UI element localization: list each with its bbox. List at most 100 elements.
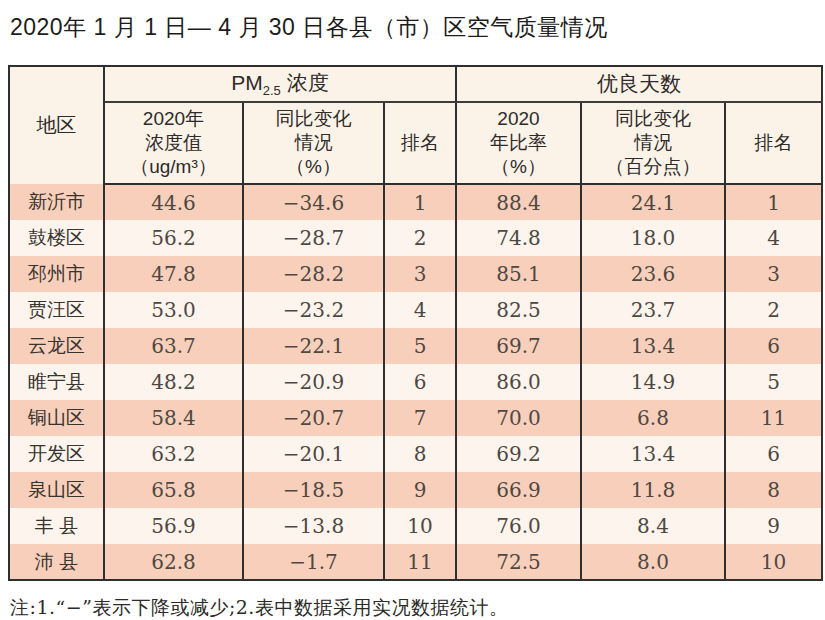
cell-ratio-change: 23.6 [581, 256, 725, 292]
cell-pm25-value: 48.2 [104, 364, 243, 400]
cell-pm25-change: −23.2 [243, 292, 384, 328]
cell-pm25-change: −13.8 [243, 508, 384, 544]
table-row: 睢宁县 48.2 −20.9 6 86.0 14.9 5 [9, 364, 822, 400]
cell-ratio-change: 23.7 [581, 292, 725, 328]
cell-region: 铜山区 [9, 400, 104, 436]
cell-pm25-rank: 2 [384, 220, 456, 256]
cell-pm25-change: −22.1 [243, 328, 384, 364]
cell-pm25-rank: 11 [384, 544, 456, 580]
cell-ratio-rank: 6 [725, 328, 822, 364]
table-row: 泉山区 65.8 −18.5 9 66.9 11.8 8 [9, 472, 822, 508]
cell-ratio-change: 13.4 [581, 328, 725, 364]
footnote: 注:1.“−”表示下降或减少;2.表中数据采用实况数据统计。 [8, 595, 819, 620]
cell-pm25-change: −18.5 [243, 472, 384, 508]
page-title: 2020年 1 月 1 日— 4 月 30 日各县（市）区空气质量情况 [8, 8, 819, 45]
cell-ratio: 88.4 [456, 184, 581, 220]
header-line: 2020年 [105, 107, 242, 131]
cell-ratio: 86.0 [456, 364, 581, 400]
cell-pm25-value: 44.6 [104, 184, 243, 220]
cell-ratio: 70.0 [456, 400, 581, 436]
cell-ratio-change: 11.8 [581, 472, 725, 508]
cell-pm25-rank: 8 [384, 436, 456, 472]
pm25-suffix: 浓度 [281, 71, 329, 94]
table-row: 铜山区 58.4 −20.7 7 70.0 6.8 11 [9, 400, 822, 436]
header-line: 年比率 [457, 131, 580, 155]
cell-region: 泉山区 [9, 472, 104, 508]
cell-region: 新沂市 [9, 184, 104, 220]
cell-region: 鼓楼区 [9, 220, 104, 256]
cell-pm25-rank: 7 [384, 400, 456, 436]
header-pm25-value: 2020年 浓度值 （ug/m³） [104, 102, 243, 184]
header-line: （ug/m³） [105, 155, 242, 179]
cell-ratio: 82.5 [456, 292, 581, 328]
cell-pm25-change: −20.7 [243, 400, 384, 436]
cell-ratio-change: 8.0 [581, 544, 725, 580]
cell-pm25-rank: 5 [384, 328, 456, 364]
cell-pm25-value: 56.9 [104, 508, 243, 544]
sub-header-row: 2020年 浓度值 （ug/m³） 同比变化 情况 （%） 排名 2020 年比… [9, 102, 822, 184]
pm25-prefix: PM [231, 71, 263, 94]
cell-pm25-change: −20.1 [243, 436, 384, 472]
cell-ratio-rank: 2 [725, 292, 822, 328]
cell-ratio-change: 24.1 [581, 184, 725, 220]
cell-ratio-rank: 3 [725, 256, 822, 292]
cell-ratio-rank: 6 [725, 436, 822, 472]
cell-pm25-change: −1.7 [243, 544, 384, 580]
cell-ratio: 85.1 [456, 256, 581, 292]
table-row: 丰 县 56.9 −13.8 10 76.0 8.4 9 [9, 508, 822, 544]
table-row: 鼓楼区 56.2 −28.7 2 74.8 18.0 4 [9, 220, 822, 256]
header-ratio-rank: 排名 [725, 102, 822, 184]
cell-pm25-change: −20.9 [243, 364, 384, 400]
header-line: （百分点） [582, 155, 724, 179]
cell-ratio-change: 8.4 [581, 508, 725, 544]
group-header-row: 地区 PM2.5 浓度 优良天数 [9, 66, 822, 102]
table-body: 新沂市 44.6 −34.6 1 88.4 24.1 1 鼓楼区 56.2 −2… [9, 184, 822, 580]
cell-region: 开发区 [9, 436, 104, 472]
cell-pm25-value: 65.8 [104, 472, 243, 508]
header-line: 2020 [457, 107, 580, 131]
cell-pm25-rank: 9 [384, 472, 456, 508]
cell-ratio-rank: 1 [725, 184, 822, 220]
header-line: （%） [244, 155, 383, 179]
header-line: 情况 [244, 131, 383, 155]
cell-ratio: 74.8 [456, 220, 581, 256]
table-row: 沛 县 62.8 −1.7 11 72.5 8.0 10 [9, 544, 822, 580]
table-header: 地区 PM2.5 浓度 优良天数 2020年 浓度值 （ug/m³） 同比变化 … [9, 66, 822, 184]
table-row: 新沂市 44.6 −34.6 1 88.4 24.1 1 [9, 184, 822, 220]
header-line: 同比变化 [582, 107, 724, 131]
header-region: 地区 [9, 66, 104, 184]
cell-ratio-rank: 5 [725, 364, 822, 400]
cell-pm25-rank: 10 [384, 508, 456, 544]
cell-region: 云龙区 [9, 328, 104, 364]
article-page: 2020年 1 月 1 日— 4 月 30 日各县（市）区空气质量情况 地区 P… [0, 0, 825, 620]
cell-region: 贾汪区 [9, 292, 104, 328]
cell-ratio: 69.7 [456, 328, 581, 364]
pm25-subscript: 2.5 [263, 84, 281, 99]
cell-pm25-rank: 4 [384, 292, 456, 328]
cell-ratio-rank: 9 [725, 508, 822, 544]
cell-pm25-rank: 6 [384, 364, 456, 400]
header-pm25-rank: 排名 [384, 102, 456, 184]
cell-ratio-change: 14.9 [581, 364, 725, 400]
cell-pm25-value: 63.2 [104, 436, 243, 472]
header-good-days-group: 优良天数 [456, 66, 822, 102]
header-line: 浓度值 [105, 131, 242, 155]
cell-ratio-rank: 4 [725, 220, 822, 256]
header-pm25-change: 同比变化 情况 （%） [243, 102, 384, 184]
cell-ratio-rank: 10 [725, 544, 822, 580]
cell-pm25-value: 47.8 [104, 256, 243, 292]
cell-region: 邳州市 [9, 256, 104, 292]
cell-ratio-rank: 8 [725, 472, 822, 508]
header-line: （%） [457, 155, 580, 179]
cell-pm25-change: −28.7 [243, 220, 384, 256]
cell-region: 沛 县 [9, 544, 104, 580]
table-row: 云龙区 63.7 −22.1 5 69.7 13.4 6 [9, 328, 822, 364]
header-ratio: 2020 年比率 （%） [456, 102, 581, 184]
cell-region: 丰 县 [9, 508, 104, 544]
header-ratio-change: 同比变化 情况 （百分点） [581, 102, 725, 184]
table-row: 开发区 63.2 −20.1 8 69.2 13.4 6 [9, 436, 822, 472]
cell-ratio-change: 13.4 [581, 436, 725, 472]
cell-pm25-value: 56.2 [104, 220, 243, 256]
cell-ratio-rank: 11 [725, 400, 822, 436]
cell-ratio: 69.2 [456, 436, 581, 472]
